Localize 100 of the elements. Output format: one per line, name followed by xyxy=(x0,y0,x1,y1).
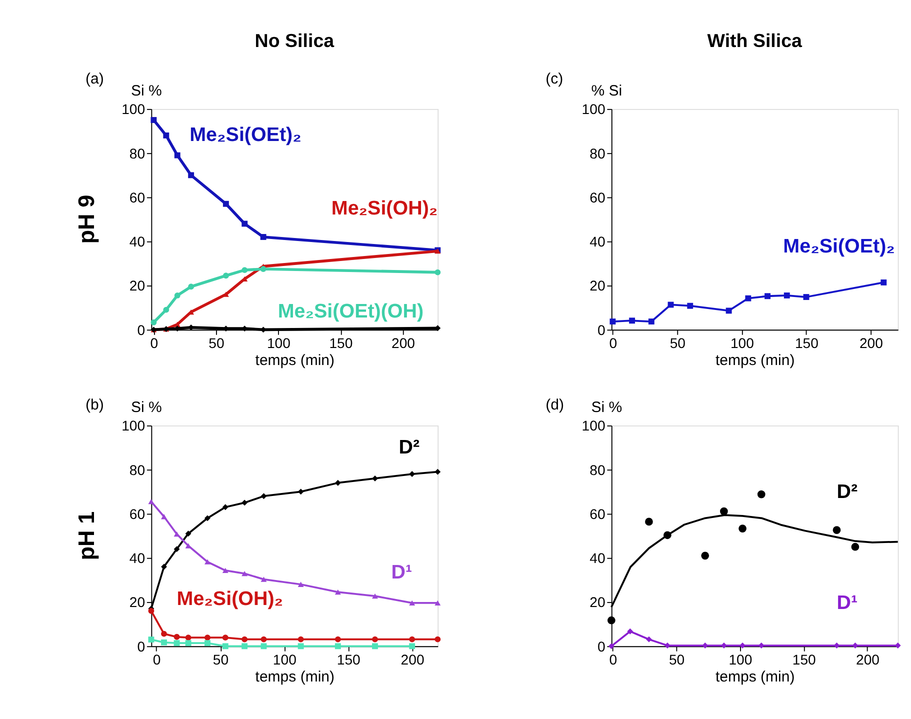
point xyxy=(204,640,210,646)
x-tick-label: 50 xyxy=(208,334,224,351)
point xyxy=(784,292,790,298)
point xyxy=(161,639,167,646)
series-label: Me₂Si(OH)₂ xyxy=(176,588,284,610)
point xyxy=(648,318,654,324)
point xyxy=(242,643,248,650)
point xyxy=(434,600,441,606)
point xyxy=(174,152,180,158)
point xyxy=(174,634,180,640)
y-tick-label: 100 xyxy=(582,101,606,118)
y-axis-title: Si % xyxy=(131,82,162,100)
point xyxy=(185,530,192,537)
point xyxy=(242,220,248,227)
y-axis-title: Si % xyxy=(131,398,162,416)
point xyxy=(409,636,416,642)
y-tick-label: 40 xyxy=(129,550,146,566)
series-label: D¹ xyxy=(836,592,858,614)
point xyxy=(242,570,248,576)
x-axis-title: temps (min) xyxy=(715,352,795,369)
y-tick-label: 0 xyxy=(137,322,146,338)
point xyxy=(372,594,378,599)
point xyxy=(701,552,710,560)
x-tick-label: 0 xyxy=(152,651,161,668)
point xyxy=(803,294,810,300)
text: pH 9 xyxy=(74,194,99,244)
point xyxy=(834,642,840,648)
point xyxy=(745,295,752,302)
point xyxy=(372,475,378,482)
point xyxy=(260,643,267,650)
y-tick-label: 60 xyxy=(590,189,606,206)
point xyxy=(161,630,167,637)
y-tick-label: 100 xyxy=(582,418,606,434)
point xyxy=(738,524,746,532)
point xyxy=(434,468,441,475)
x-tick-label: 150 xyxy=(794,334,819,351)
y-tick-label: 80 xyxy=(129,145,146,162)
y-tick-label: 60 xyxy=(129,189,146,206)
y-tick-label: 60 xyxy=(590,506,606,522)
point xyxy=(607,616,616,624)
x-tick-label: 50 xyxy=(668,651,685,668)
point xyxy=(260,266,266,272)
point xyxy=(298,636,304,642)
y-tick-label: 20 xyxy=(590,594,606,610)
x-tick-label: 100 xyxy=(272,651,297,668)
text: (a) xyxy=(85,70,104,88)
point xyxy=(646,636,652,642)
point xyxy=(163,306,170,313)
point xyxy=(188,172,194,178)
point xyxy=(242,500,248,506)
y-tick-label: 20 xyxy=(129,594,146,610)
series-label: Me₂Si(OEt)₂ xyxy=(783,235,895,258)
point xyxy=(434,269,441,276)
point xyxy=(334,643,341,650)
point xyxy=(222,634,228,641)
point xyxy=(148,499,154,504)
y-tick-label: 0 xyxy=(137,638,146,654)
point xyxy=(334,636,341,642)
chart-title: With Silica xyxy=(707,30,803,51)
x-tick-label: 0 xyxy=(609,651,618,668)
point xyxy=(222,200,229,207)
y-tick-label: 100 xyxy=(122,101,146,118)
point xyxy=(242,636,248,642)
point xyxy=(645,518,653,526)
y-tick-label: 0 xyxy=(597,322,606,338)
point xyxy=(222,272,229,279)
y-tick-label: 40 xyxy=(129,234,146,250)
point xyxy=(150,319,157,326)
point xyxy=(242,267,248,274)
y-axis-title: Si % xyxy=(591,398,622,416)
x-tick-label: 50 xyxy=(670,334,686,351)
point xyxy=(372,643,378,650)
point xyxy=(260,636,267,642)
point xyxy=(851,542,860,551)
x-axis-title: temps (min) xyxy=(255,352,335,369)
point xyxy=(260,493,267,500)
point xyxy=(434,636,441,642)
series-label: D¹ xyxy=(391,562,412,584)
x-tick-label: 100 xyxy=(266,334,291,351)
point xyxy=(726,308,732,314)
chart-title: No Silica xyxy=(254,30,335,51)
point xyxy=(298,643,304,650)
point xyxy=(185,634,192,641)
y-tick-label: 0 xyxy=(597,638,606,654)
series-label: D² xyxy=(398,436,420,458)
x-tick-label: 0 xyxy=(609,334,618,351)
y-tick-label: 40 xyxy=(590,234,606,250)
point xyxy=(757,490,766,498)
point xyxy=(185,640,192,646)
point xyxy=(298,582,304,587)
x-tick-label: 200 xyxy=(392,334,416,351)
series-label: Me₂Si(OEt)(OH) xyxy=(278,300,424,322)
point xyxy=(610,318,616,324)
point xyxy=(880,279,887,286)
y-axis-title: % Si xyxy=(591,82,622,100)
point xyxy=(161,514,167,520)
point xyxy=(204,634,210,641)
point xyxy=(832,526,841,534)
y-tick-label: 80 xyxy=(590,145,606,162)
point xyxy=(204,515,210,522)
